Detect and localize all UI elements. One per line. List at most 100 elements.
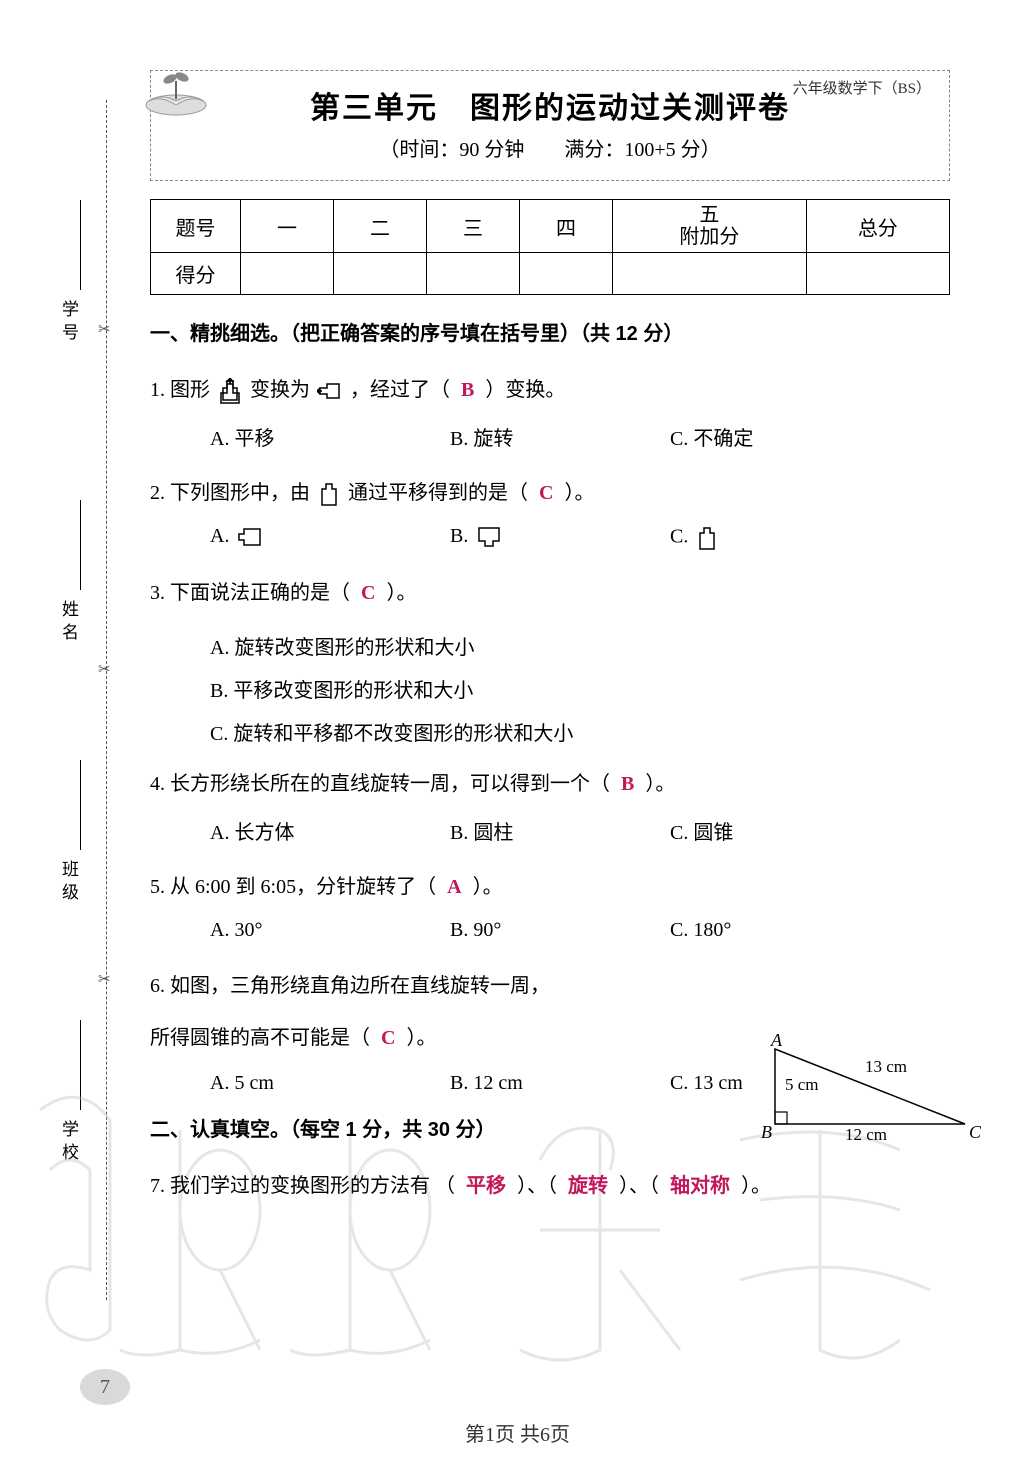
header-box: 六年级数学下（BS） 第三单元 图形的运动过关测评卷 （时间：90 分钟 满分：… [150,70,950,181]
option-c: C. [670,525,870,551]
options-q1: A. 平移 B. 旋转 C. 不确定 [150,422,950,451]
cell: 三 [427,200,520,253]
fill-line [80,1020,81,1110]
side-ac: 13 cm [865,1057,907,1076]
table-row: 得分 [151,253,950,295]
options-q4: A. 长方体 B. 圆柱 C. 圆锥 [150,816,950,845]
question-3: 3. 下面说法正确的是（ C ）。 [150,569,950,617]
option-c: C. 旋转和平移都不改变图形的形状和大小 [150,717,950,746]
text: 所得圆锥的高不可能是（ [150,1027,370,1049]
option-b: B. 平移改变图形的形状和大小 [150,674,950,703]
shape-flag-up-icon [695,525,721,551]
option-a: A. 5 cm [210,1072,450,1095]
text: ）。 [406,1027,436,1049]
option-a: A. 长方体 [210,816,450,845]
option-a: A. 平移 [210,422,450,451]
option-b: B. 圆柱 [450,816,670,845]
label-banji: 班级 [56,860,81,906]
answer: A [441,876,467,898]
fill-line [80,200,81,290]
text: ）。 [473,876,503,898]
section-1-title: 一、精挑细选。（把正确答案的序号填在括号里）（共 12 分） [150,317,950,346]
cut-line [106,100,107,1300]
exam-subtitle: （时间：90 分钟 满分：100+5 分） [171,133,929,162]
question-5: 5. 从 6:00 到 6:05，分针旋转了（ A ）。 [150,863,950,911]
shape-down-notch-icon [475,525,503,549]
option-c: C. 圆锥 [670,816,870,845]
text: 4. 长方形绕长所在的直线旋转一周，可以得到一个（ [150,773,610,795]
cell: 总分 [806,200,949,253]
vertex-c: C [969,1122,982,1142]
triangle-figure: A B C 5 cm 13 cm 12 cm [735,1034,995,1144]
binding-margin: ✂ ✂ ✂ 学号 姓名 班级 学校 [50,100,140,1300]
scissor-mark: ✂ [98,320,111,339]
text: 7. 我们学过的变换图形的方法有 （ [150,1175,455,1197]
question-1: 1. 图形 变换为 ，经过了（ B ）变换。 [150,366,950,414]
cell: 五附加分 [613,200,807,253]
text: ）。 [386,582,416,604]
score-table: 题号 一 二 三 四 五附加分 总分 得分 [150,199,950,295]
text: ，经过了（ [350,379,450,401]
text: ）、（ [619,1175,659,1197]
text: ）。 [741,1175,771,1197]
shape-left-arrow-icon [317,378,343,404]
text: ）。 [645,773,675,795]
question-2: 2. 下列图形中，由 通过平移得到的是（ C ）。 [150,469,950,517]
answer: C [375,1027,401,1049]
label-xingming: 姓名 [56,600,81,646]
text: ）变换。 [485,379,565,401]
cell[interactable] [613,253,807,295]
text: 3. 下面说法正确的是（ [150,582,350,604]
cell[interactable] [806,253,949,295]
cell[interactable] [427,253,520,295]
cell: 一 [241,200,334,253]
fill-line [80,760,81,850]
side-bc: 12 cm [845,1125,887,1144]
page-badge: 7 [80,1369,130,1405]
text: 2. 下列图形中，由 [150,482,310,504]
grade-label: 六年级数学下（BS） [793,77,931,98]
label-xuexiao: 学校 [56,1120,81,1166]
answer: 平移 [460,1175,512,1197]
vertex-b: B [761,1122,772,1142]
scissor-mark: ✂ [98,660,111,679]
book-sprout-icon [141,63,211,118]
vertex-a: A [770,1034,783,1050]
option-c: C. 180° [670,919,870,942]
text: 1. 图形 [150,379,210,401]
table-row: 题号 一 二 三 四 五附加分 总分 [151,200,950,253]
option-b: B. [450,525,670,551]
answer: C [355,582,381,604]
cell: 得分 [151,253,241,295]
question-7: 7. 我们学过的变换图形的方法有 （ 平移 ）、（ 旋转 ）、（ 轴对称 ）。 [150,1162,950,1210]
option-b: B. 12 cm [450,1072,670,1095]
answer: B [615,773,640,795]
cell[interactable] [520,253,613,295]
answer: 轴对称 [664,1175,736,1197]
option-a: A. 旋转改变图形的形状和大小 [150,631,950,660]
label-xuehao: 学号 [56,300,81,346]
option-a: A. 30° [210,919,450,942]
text: 通过平移得到的是（ [348,482,528,504]
cell[interactable] [241,253,334,295]
text: 变换为 [250,379,310,401]
option-c: C. 不确定 [670,422,870,451]
shape-left-notch-icon [236,525,264,549]
options-q5: A. 30° B. 90° C. 180° [150,919,950,942]
text: ）。 [564,482,594,504]
page-footer: 第1页 共6页 [0,1418,1035,1447]
text: ）、（ [517,1175,557,1197]
option-a: A. [210,525,450,551]
text: 6. 如图，三角形绕直角边所在直线旋转一周， [150,975,550,997]
option-b: B. 旋转 [450,422,670,451]
text: 5. 从 6:00 到 6:05，分针旋转了（ [150,876,436,898]
option-b: B. 90° [450,919,670,942]
shape-flag-up-icon [317,481,341,507]
cell: 二 [334,200,427,253]
answer: B [455,379,480,401]
side-ab: 5 cm [785,1075,819,1094]
shape-up-arrow-icon [217,378,243,404]
cell[interactable] [334,253,427,295]
options-q2: A. B. C. [150,525,950,551]
cell: 四 [520,200,613,253]
